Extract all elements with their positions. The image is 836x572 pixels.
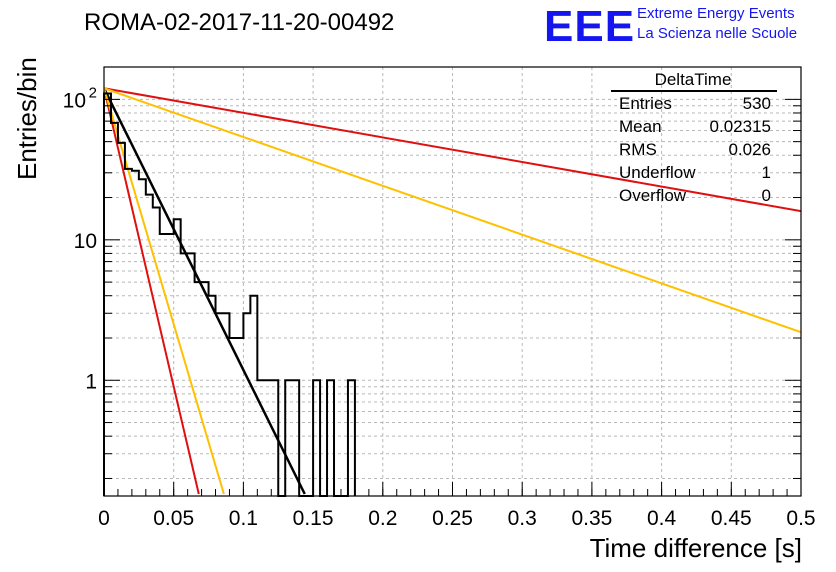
stats-value: 0.026: [728, 140, 771, 159]
stats-label: Entries: [619, 94, 672, 113]
stats-label: Underflow: [619, 163, 696, 182]
stats-label: Mean: [619, 117, 662, 136]
y-tick-label: 1: [85, 370, 97, 393]
y-axis-label: Entries/bin: [12, 57, 42, 180]
logo-line-2: La Scienza nelle Scuole: [637, 25, 798, 42]
x-tick-label: 0.45: [711, 507, 752, 530]
stats-label: Overflow: [619, 186, 687, 205]
stats-value: 1: [761, 163, 771, 182]
eee-logo: EEE: [544, 2, 636, 51]
x-tick-label: 0.05: [153, 507, 194, 530]
stats-row-mean: Mean 0.02315: [619, 117, 771, 139]
stats-value: 0.02315: [709, 117, 771, 136]
stats-value: 0: [761, 186, 771, 205]
x-tick-label: 0.25: [432, 507, 473, 530]
stats-row-overflow: Overflow 0: [619, 186, 771, 208]
stats-row-underflow: Underflow 1: [619, 163, 771, 185]
x-axis-label: Time difference [s]: [589, 533, 802, 563]
x-tick-label: 0.3: [508, 507, 537, 530]
x-tick-label: 0: [98, 507, 110, 530]
stats-box: DeltaTime Entries 530 Mean 0.02315 RMS 0…: [609, 70, 777, 210]
stats-divider: [611, 90, 777, 92]
stats-value: 530: [742, 94, 771, 113]
x-tick-labels: 0 0.05 0.1 0.15 0.2 0.25 0.3 0.35 0.4 0.45 0.5: [98, 507, 815, 530]
grid-lines: [104, 67, 801, 496]
y-tick-label: 10: [63, 89, 86, 112]
fit-line: [104, 88, 200, 495]
stats-title: DeltaTime: [654, 70, 732, 89]
logo-line-1: Extreme Energy Events: [637, 5, 795, 22]
fit-line: [104, 87, 801, 213]
axis-ticks: [103, 98, 802, 496]
histogram: [103, 92, 356, 497]
stats-row-entries: Entries 530: [619, 94, 771, 116]
plot-title: ROMA-02-2017-11-20-00492: [84, 9, 395, 36]
fit-line: [104, 87, 225, 495]
x-tick-label: 0.5: [786, 507, 815, 530]
fit-line: [104, 87, 306, 495]
x-tick-label: 0.15: [293, 507, 334, 530]
x-tick-label: 0.2: [368, 507, 397, 530]
fit-line: [104, 87, 801, 334]
stats-label: RMS: [619, 140, 657, 159]
y-tick-label-exponent: 2: [89, 84, 97, 101]
y-tick-label: 10: [74, 230, 97, 253]
stats-row-rms: RMS 0.026: [619, 140, 771, 162]
x-tick-label: 0.35: [571, 507, 612, 530]
x-tick-label: 0.1: [229, 507, 258, 530]
x-tick-label: 0.4: [647, 507, 677, 530]
